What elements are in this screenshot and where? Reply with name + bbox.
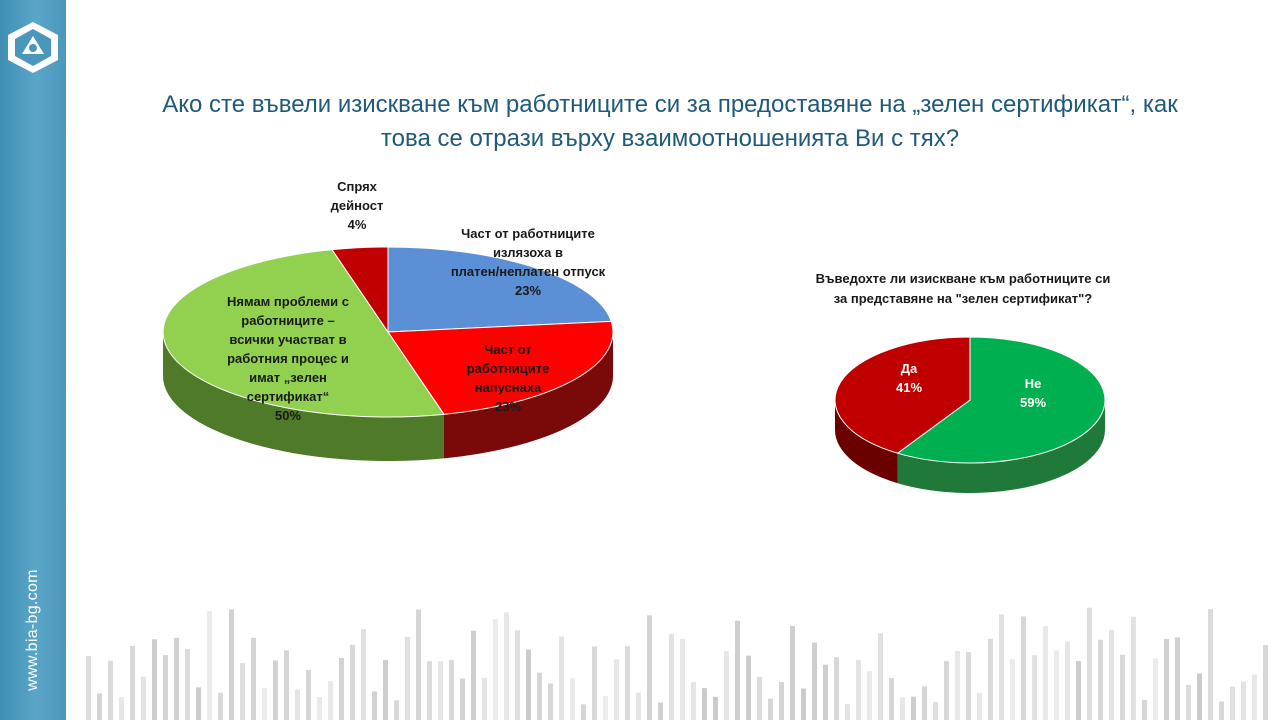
pie1-side-2 [163, 332, 444, 461]
pie1-label-3: Спрях дейност 4% [331, 179, 384, 232]
pie1-label-2: Нямам проблеми с работниците – всички учас… [227, 294, 349, 423]
pie2-slice-1 [834, 336, 971, 454]
pie1-label-1: Част от работниците напуснаха 23% [467, 342, 550, 414]
sidebar: www.bia-bg.com [0, 0, 66, 720]
pie2-side-1 [834, 400, 898, 484]
bia-logo-icon [8, 22, 58, 73]
pie1-slice-1 [387, 320, 614, 415]
pie2-label-1: Да 41% [896, 361, 922, 395]
pie1-slice-0 [387, 246, 612, 333]
page-title: Ако сте въвели изискване към работниците… [162, 91, 1178, 152]
pie2-side-0 [897, 400, 1105, 494]
pie2-label-0: Не 59% [1020, 376, 1046, 410]
decorative-bars [86, 607, 1268, 720]
pie2-slice-0 [896, 336, 1106, 464]
pie1-slice-2 [162, 249, 445, 418]
pie2-title: Въведохте ли изискване към работниците с… [816, 271, 1111, 306]
pie1-side-1 [443, 332, 613, 459]
pie1-label-0: Част от работниците излязоха в платен/непл… [451, 226, 606, 298]
pie1-slice-3 [331, 246, 389, 334]
